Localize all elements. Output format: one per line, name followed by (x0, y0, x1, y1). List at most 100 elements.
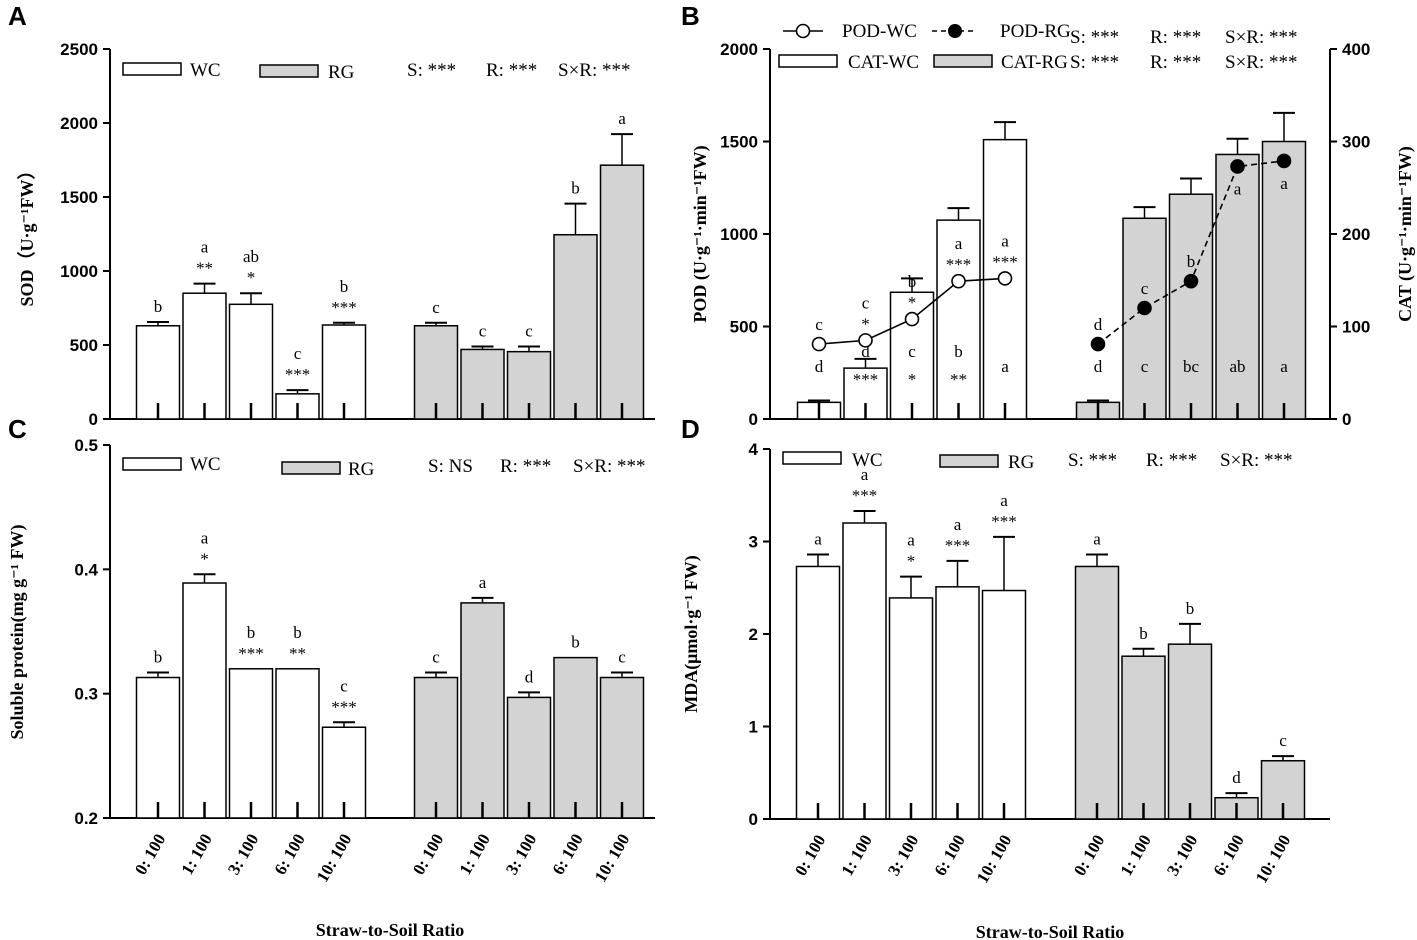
pod-letter-b: a (1234, 179, 1242, 198)
stats-r-c: R: *** (500, 456, 551, 477)
stats-sr-a: S×R: *** (558, 60, 630, 81)
stats-cat-s: S: *** (1070, 52, 1119, 73)
pod-star-b: * (908, 293, 917, 312)
star-label-d: * (907, 552, 916, 571)
letter-label-d: a (954, 515, 962, 534)
star-label-a: *** (331, 298, 357, 317)
legend-swatch-wc-c (122, 457, 182, 471)
letter-label-d: a (1093, 529, 1101, 548)
y2-tick-label-b: 400 (1342, 40, 1370, 59)
point-pod-wc-4 (997, 271, 1013, 286)
legend-label-pod-rg: POD-RG (1000, 21, 1071, 42)
category-label-d: 1: 100 (838, 832, 876, 880)
bar-b-cat-rg-2 (1168, 193, 1214, 420)
point-pod-rg-4 (1276, 153, 1292, 169)
cat-letter-b: bc (1183, 357, 1200, 376)
category-label-d: 0: 100 (1070, 832, 1108, 880)
stats-r-a: R: *** (486, 60, 537, 81)
y-tick-label-d: 4 (749, 440, 759, 459)
letter-label-d: b (1139, 624, 1148, 643)
y-axis-title-d: MDA(μmol·g⁻¹ FW) (681, 555, 702, 713)
pod-letter-b: c (1141, 279, 1149, 298)
y-tick-label-d: 0 (749, 810, 758, 829)
category-label-c: 3: 100 (224, 831, 262, 879)
letter-label-c: b (293, 623, 302, 642)
point-pod-rg-0 (1090, 336, 1106, 352)
bar-d-wc-1 (842, 522, 887, 820)
letter-label-d: d (1232, 768, 1241, 787)
panel-letter-d: D (681, 414, 700, 444)
category-label-c: 1: 100 (178, 831, 216, 879)
y-tick-label-c: 0.5 (74, 436, 98, 455)
bar-d-rg-0 (1074, 565, 1120, 820)
letter-label-a: b (154, 297, 163, 316)
bar-c-rg-3 (553, 656, 598, 819)
category-label-c: 0: 100 (409, 831, 447, 879)
y-tick-label-b: 500 (730, 318, 758, 337)
bar-d-rg-2 (1167, 643, 1213, 820)
legend-swatch-wc-a (122, 62, 182, 76)
star-label-c: ** (289, 644, 306, 663)
cat-letter-b: c (908, 342, 916, 361)
stats-s-a: S: *** (407, 60, 456, 81)
cat-letter-b: d (815, 357, 824, 376)
legend-label-pod-wc: POD-WC (842, 21, 917, 42)
bar-d-rg-1 (1121, 655, 1166, 820)
bar-a-rg-4 (599, 164, 645, 420)
stats-pod-s: S: *** (1070, 27, 1119, 48)
letter-label-c: b (247, 623, 256, 642)
cat-letter-b: c (1141, 357, 1149, 376)
point-pod-wc-1 (858, 333, 873, 348)
bar-b-cat-rg-4 (1261, 140, 1307, 420)
category-label-c: 0: 100 (131, 831, 169, 879)
cat-star-b: * (908, 370, 917, 389)
stats-pod-r: R: *** (1150, 27, 1201, 48)
cat-letter-b: b (954, 342, 963, 361)
letter-label-c: d (525, 667, 534, 686)
legend-swatch-rg-a (259, 64, 319, 78)
star-label-c: *** (331, 697, 357, 716)
legend-swatch-cat-rg (933, 54, 993, 68)
stats-cat-r: R: *** (1150, 52, 1201, 73)
bar-c-wc-3 (275, 668, 320, 819)
star-label-d: *** (852, 486, 878, 505)
stats-pod-sr: S×R: *** (1225, 27, 1297, 48)
letter-label-a: c (525, 321, 533, 340)
point-pod-rg-3 (1230, 159, 1245, 174)
legend-label-wc-c: WC (190, 454, 221, 475)
cat-letter-b: ab (1229, 357, 1245, 376)
letter-label-a: b (340, 277, 349, 296)
star-label-d: *** (945, 536, 971, 555)
bar-c-wc-2 (228, 668, 274, 819)
category-label-d: 1: 100 (1117, 832, 1155, 880)
pod-letter-b: a (1001, 231, 1009, 250)
y2-tick-label-b: 0 (1342, 410, 1351, 429)
legend-label-wc-a: WC (190, 60, 221, 81)
y2-tick-label-b: 200 (1342, 225, 1370, 244)
letter-label-a: c (432, 298, 440, 317)
bar-c-rg-1 (460, 602, 505, 819)
cat-letter-b: d (1094, 357, 1103, 376)
letter-label-a: c (294, 344, 302, 363)
stats-sr-c: S×R: *** (573, 456, 645, 477)
panel-letter-c: C (8, 414, 27, 444)
pod-star-b: *** (946, 255, 972, 274)
panel-letter-b: B (681, 1, 700, 31)
category-label-c: 10: 100 (591, 831, 634, 886)
legend-label-cat-wc: CAT-WC (848, 52, 919, 73)
letter-label-d: c (1279, 731, 1287, 750)
bar-d-wc-0 (795, 565, 841, 820)
bar-d-wc-2 (888, 597, 934, 820)
letter-label-d: a (907, 531, 915, 550)
letter-label-a: a (618, 109, 626, 128)
y2-axis-title-b: CAT (U·g⁻¹·min⁻¹FW) (1395, 146, 1416, 322)
y-axis-title-a: SOD（U·g⁻¹FW） (17, 162, 37, 307)
pod-letter-b: d (1094, 315, 1103, 334)
bar-d-wc-4 (981, 589, 1027, 820)
star-label-a: * (247, 268, 256, 287)
letter-label-c: c (340, 676, 348, 695)
legend-label-wc-d: WC (852, 450, 883, 471)
category-label-d: 3: 100 (1163, 832, 1201, 880)
bar-c-rg-0 (413, 676, 459, 819)
